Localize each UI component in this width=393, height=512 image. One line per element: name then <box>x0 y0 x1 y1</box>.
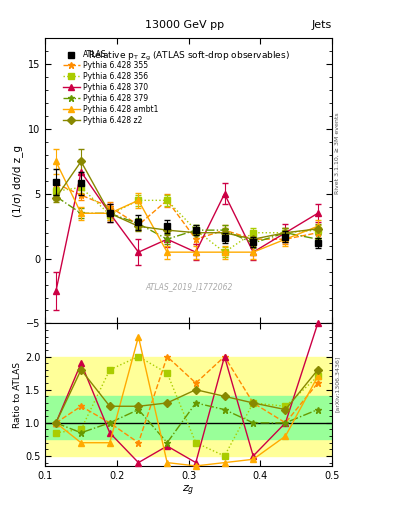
Legend: ATLAS, Pythia 6.428 355, Pythia 6.428 356, Pythia 6.428 370, Pythia 6.428 379, P: ATLAS, Pythia 6.428 355, Pythia 6.428 35… <box>61 48 160 127</box>
Bar <box>45 356 332 456</box>
Y-axis label: Ratio to ATLAS: Ratio to ATLAS <box>13 361 22 428</box>
Text: 13000 GeV pp: 13000 GeV pp <box>145 20 224 31</box>
Text: Jets: Jets <box>312 20 332 31</box>
Text: Rivet 3.1.10, ≥ 3M events: Rivet 3.1.10, ≥ 3M events <box>335 113 340 195</box>
Text: [arXiv:1306.3436]: [arXiv:1306.3436] <box>335 356 340 412</box>
X-axis label: $z_g$: $z_g$ <box>182 483 195 498</box>
Text: ATLAS_2019_I1772062: ATLAS_2019_I1772062 <box>145 282 232 291</box>
Bar <box>45 396 332 439</box>
Text: Relative $\mathregular{p_T}$ $\mathregular{z_g}$ (ATLAS soft-drop observables): Relative $\mathregular{p_T}$ $\mathregul… <box>88 50 290 63</box>
Y-axis label: (1/σ) dσ/d z_g: (1/σ) dσ/d z_g <box>12 145 23 217</box>
